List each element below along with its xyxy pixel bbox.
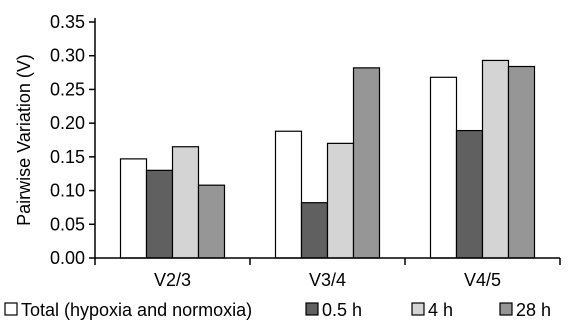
bar-V2-3-series-1	[145, 169, 174, 259]
x-tick-label: V4/5	[464, 270, 501, 290]
legend-label: 0.5 h	[322, 300, 362, 320]
bar-V2-3-series-3	[197, 184, 226, 259]
legend-swatch	[4, 302, 18, 316]
bar-V4-5-series-3	[507, 65, 536, 259]
y-axis-title: Pairwise Variation (V)	[14, 54, 34, 226]
bar-V4-5-series-1	[455, 129, 484, 259]
x-axis-ticks: V2/3 V3/4 V4/5	[94, 258, 561, 290]
x-tick-label: V2/3	[154, 270, 191, 290]
y-tick-label: 0.25	[50, 79, 85, 99]
y-tick-label: 0.05	[50, 214, 85, 234]
legend-swatch	[499, 302, 513, 316]
bar-V4-5-series-0	[429, 76, 458, 259]
bars	[119, 59, 536, 259]
bar-V3-4-series-0	[274, 130, 303, 259]
bar-V4-5-series-2	[481, 59, 510, 259]
legend-label: Total (hypoxia and normoxia)	[21, 300, 252, 320]
bar-V3-4-series-1	[300, 202, 329, 259]
bar-V3-4-series-3	[352, 67, 381, 259]
bar-V3-4-series-2	[326, 142, 355, 259]
legend-label: 4 h	[428, 300, 453, 320]
legend: Total (hypoxia and normoxia) 0.5 h 4 h 28 h	[4, 300, 551, 320]
x-tick-label: V3/4	[309, 270, 346, 290]
y-tick-label: 0.10	[50, 181, 85, 201]
y-tick-label: 0.00	[50, 248, 85, 268]
legend-label: 28 h	[516, 300, 551, 320]
legend-swatch	[305, 302, 319, 316]
axes	[94, 18, 560, 259]
y-tick-label: 0.30	[50, 46, 85, 66]
y-tick-label: 0.20	[50, 113, 85, 133]
bar-V2-3-series-0	[119, 158, 148, 259]
bar-V2-3-series-2	[171, 146, 200, 259]
y-tick-label: 0.15	[50, 147, 85, 167]
legend-swatch	[411, 302, 425, 316]
y-tick-label: 0.35	[50, 12, 85, 32]
y-axis-ticks: 0.00 0.05 0.10 0.15 0.20 0.25 0.30 0.35	[50, 12, 95, 268]
